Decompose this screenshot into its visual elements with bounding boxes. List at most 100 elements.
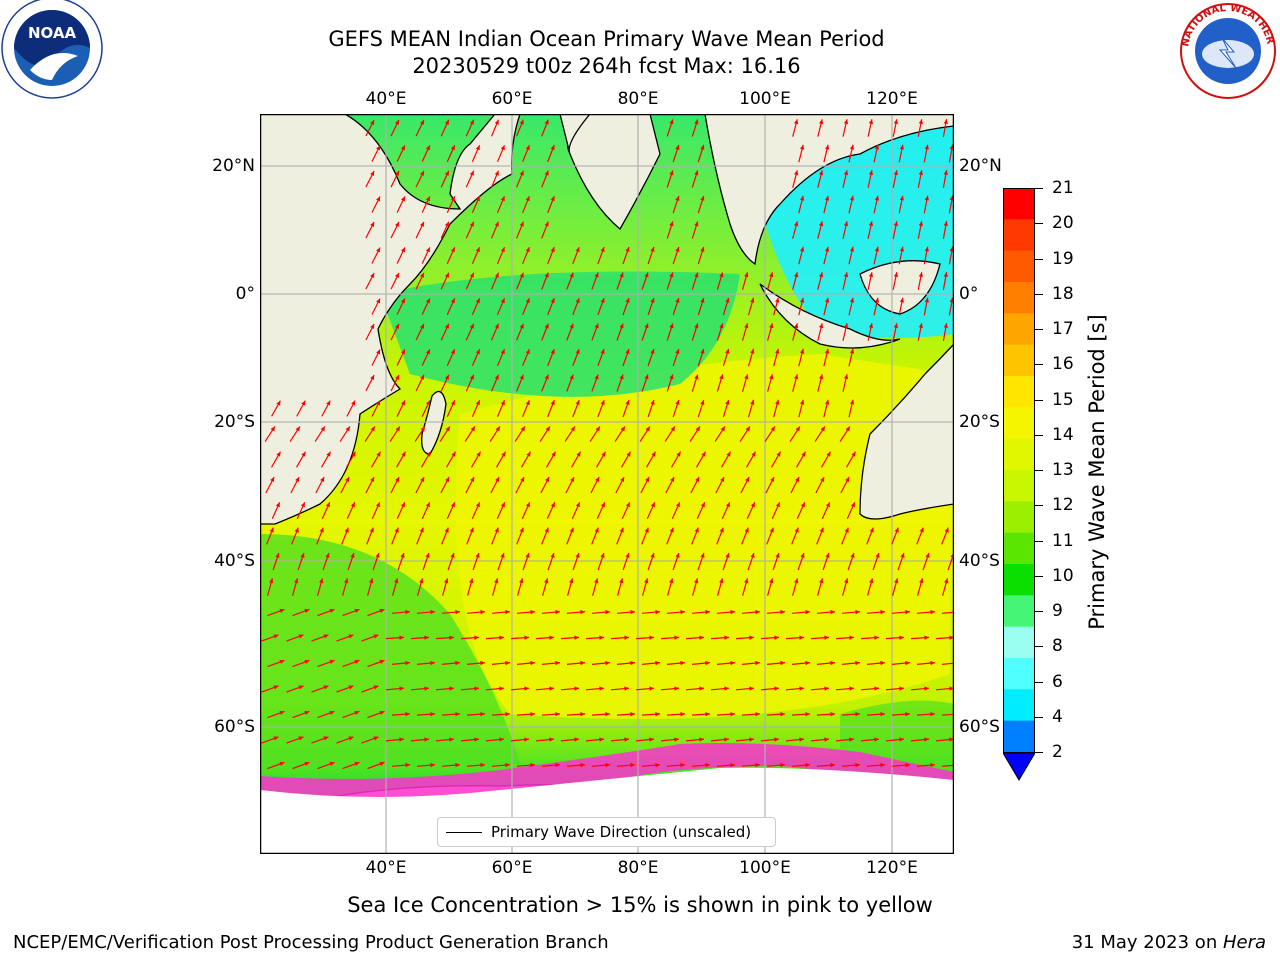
map-area: Primary Wave Direction (unscaled) — [259, 113, 961, 855]
sea-ice-field — [260, 767, 954, 854]
wave-direction-arrow — [321, 502, 331, 519]
wave-direction-arrow — [790, 476, 800, 494]
wave-direction-arrow — [572, 246, 580, 265]
host-name: Hera — [1222, 932, 1266, 953]
wave-direction-arrow — [791, 712, 811, 717]
wave-direction-arrow — [539, 426, 551, 442]
wave-direction-arrow — [516, 323, 524, 341]
wave-direction-arrow — [416, 762, 436, 768]
wave-direction-arrow — [396, 247, 406, 264]
wave-direction-arrow — [566, 660, 586, 666]
wave-direction-arrow — [490, 272, 500, 290]
wave-direction-arrow — [347, 552, 355, 571]
wave-direction-arrow — [942, 220, 948, 240]
wave-direction-arrow — [691, 762, 711, 768]
wave-direction-arrow — [660, 635, 680, 640]
wave-direction-arrow — [735, 686, 755, 691]
wave-direction-arrow — [672, 144, 680, 163]
wave-direction-arrow — [261, 736, 279, 744]
legend-line-swatch — [446, 832, 482, 833]
wave-direction-arrow — [440, 476, 450, 494]
wave-direction-arrow — [923, 144, 929, 163]
wave-direction-arrow — [266, 527, 274, 545]
wave-direction-arrow — [595, 451, 607, 468]
wave-direction-arrow — [490, 119, 500, 137]
wave-direction-arrow — [489, 426, 501, 442]
wave-direction-arrow — [440, 272, 450, 290]
wave-direction-arrow — [942, 322, 948, 342]
wave-direction-arrow — [691, 609, 711, 615]
wave-direction-arrow — [390, 119, 400, 137]
wave-direction-arrow — [885, 686, 905, 691]
colorbar-tick-label: 16 — [1052, 354, 1074, 375]
wave-direction-arrow — [916, 609, 936, 615]
colorbar-segment — [1003, 658, 1035, 690]
wave-direction-arrow — [265, 476, 275, 494]
wave-direction-arrow — [873, 195, 880, 214]
wave-direction-arrow — [596, 502, 606, 519]
wave-direction-arrow — [267, 578, 274, 596]
wave-direction-arrow — [322, 552, 330, 571]
wave-direction-arrow — [385, 737, 405, 742]
wave-direction-arrow — [446, 196, 456, 213]
wave-direction-arrow — [666, 170, 674, 188]
wave-direction-arrow — [286, 634, 304, 642]
wave-direction-arrow — [446, 298, 456, 315]
wave-direction-arrow — [814, 426, 826, 442]
wave-direction-arrow — [910, 635, 930, 640]
wave-direction-arrow — [591, 660, 611, 666]
wave-direction-arrow — [572, 297, 580, 316]
colorbar-segment — [1003, 595, 1035, 628]
wave-direction-arrow — [385, 686, 405, 691]
wave-direction-arrow — [286, 736, 304, 744]
wave-direction-arrow — [841, 527, 849, 545]
wave-direction-arrow — [866, 609, 886, 615]
wave-direction-arrow — [842, 119, 849, 137]
wave-direction-arrow — [892, 323, 898, 341]
wave-direction-arrow — [614, 426, 626, 442]
wave-direction-arrow — [616, 712, 636, 717]
wave-direction-arrow — [747, 297, 755, 316]
wave-direction-arrow — [642, 578, 649, 596]
wave-direction-arrow — [741, 374, 749, 392]
wave-direction-arrow — [773, 399, 780, 418]
wave-direction-arrow — [466, 762, 486, 768]
wave-direction-arrow — [466, 609, 486, 615]
wave-direction-arrow — [415, 476, 425, 494]
wave-direction-arrow — [267, 761, 285, 770]
wave-direction-arrow — [541, 712, 561, 717]
wave-direction-arrow — [942, 118, 948, 138]
wave-direction-arrow — [847, 552, 855, 571]
wave-direction-arrow — [371, 145, 381, 162]
colorbar-segment — [1003, 188, 1035, 220]
wave-direction-arrow — [472, 552, 480, 571]
wave-direction-arrow — [267, 659, 285, 668]
x-tick-bottom: 80°E — [617, 858, 659, 878]
colorbar-segment — [1003, 501, 1035, 534]
colorbar-frame — [1003, 188, 1035, 753]
wave-direction-arrow — [522, 195, 530, 214]
colorbar-tick-mark — [1035, 505, 1043, 507]
wave-direction-arrow — [923, 195, 929, 214]
wave-direction-arrow — [898, 195, 904, 214]
wave-direction-arrow — [760, 686, 780, 691]
wave-direction-arrow — [510, 737, 530, 742]
wave-direction-arrow — [295, 451, 307, 468]
wave-direction-arrow — [365, 476, 375, 494]
wave-direction-arrow — [336, 634, 354, 642]
wave-direction-arrow — [361, 634, 379, 642]
wave-direction-arrow — [810, 737, 830, 742]
colorbar-tick-label: 15 — [1052, 389, 1074, 410]
wave-direction-arrow — [646, 502, 656, 519]
wave-direction-arrow — [766, 609, 786, 615]
colorbar-under-arrow — [1002, 752, 1036, 781]
wave-direction-arrow — [491, 712, 511, 717]
nws-logo: NATIONAL WEATHER SERVICE — [1172, 0, 1280, 100]
wave-direction-arrow — [421, 145, 431, 162]
wave-direction-arrow — [898, 144, 904, 163]
wave-direction-arrow — [635, 737, 655, 742]
wave-direction-arrow — [892, 170, 898, 188]
wave-direction-arrow — [746, 502, 756, 519]
y-tick-left: 20°S — [214, 412, 255, 432]
y-tick-left: 20°N — [212, 156, 255, 176]
